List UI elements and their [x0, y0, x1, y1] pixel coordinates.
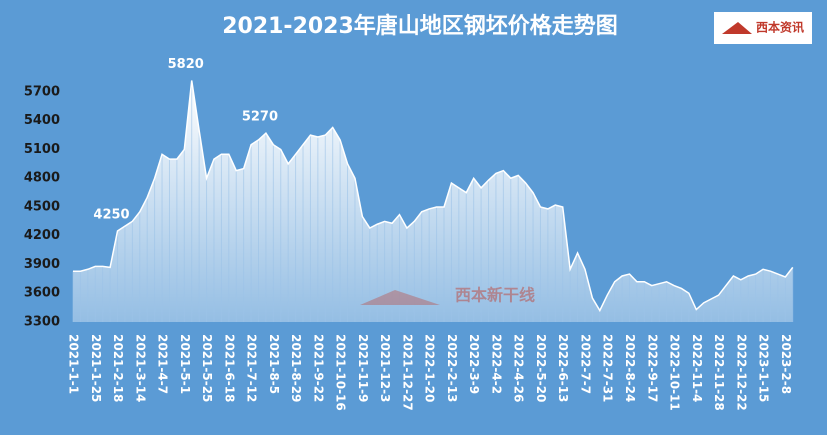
- x-tick-label: 2022-11-28: [712, 334, 726, 411]
- area: [73, 80, 793, 322]
- y-tick-label: 3900: [24, 257, 60, 272]
- chart-title: 2021-2023年唐山地区钢坯价格走势图: [222, 13, 618, 39]
- y-tick-label: 4200: [24, 228, 60, 243]
- x-tick-label: 2021-1-25: [89, 334, 103, 402]
- x-tick-label: 2022-11-4: [690, 334, 704, 402]
- x-tick-label: 2022-3-9: [467, 334, 481, 394]
- x-tick-label: 2023-1-15: [757, 334, 771, 402]
- annotation: 5820: [168, 57, 204, 72]
- annotation: 4250: [93, 207, 129, 222]
- x-tick-label: 2021-12-3: [378, 334, 392, 402]
- x-tick-label: 2021-11-9: [356, 334, 370, 402]
- x-tick-label: 2022-10-11: [668, 334, 682, 411]
- logo-icon: [722, 22, 752, 34]
- x-tick-label: 2022-4-26: [512, 334, 526, 402]
- line: [73, 80, 794, 313]
- x-tick-label: 2021-5-1: [178, 334, 192, 394]
- y-tick-label: 3300: [24, 315, 60, 330]
- x-tick-label: 2022-6-13: [556, 334, 570, 402]
- y-tick-label: 3600: [24, 286, 60, 301]
- x-tick-label: 2022-1-20: [423, 334, 437, 402]
- x-tick-label: 2021-9-22: [311, 334, 325, 402]
- plot: 3300 3600 3900 4200 4500 4800 5100 5400 5700 2021…: [24, 57, 794, 411]
- x-tick-label: 2022-2-13: [445, 334, 459, 402]
- x-tick-label: 2021-6-18: [222, 334, 236, 402]
- y-tick-label: 4800: [24, 171, 60, 186]
- y-tick-label: 5100: [24, 142, 60, 157]
- x-tick-label: 2022-7-7: [578, 334, 592, 394]
- x-tick-label: 2022-7-31: [601, 334, 615, 402]
- x-tick-label: 2021-4-7: [156, 334, 170, 394]
- x-tick-label: 2021-2-18: [111, 334, 125, 402]
- x-tick-label: 2021-8-29: [289, 334, 303, 402]
- x-tick-label: 2021-7-12: [245, 334, 259, 402]
- y-tick-label: 5700: [24, 84, 60, 99]
- watermark: 西本新干线: [455, 286, 535, 305]
- x-tick-label: 2022-8-24: [623, 334, 637, 402]
- x-tick-label: 2021-10-16: [334, 334, 348, 411]
- x-tick-label: 2021-8-5: [267, 334, 281, 394]
- x-tick-label: 2022-12-22: [734, 334, 748, 411]
- x-tick-label: 2021-12-27: [400, 334, 414, 411]
- x-tick-label: 2022-5-20: [534, 334, 548, 402]
- logo-text: 西本资讯: [756, 20, 804, 35]
- y-tick-label: 5400: [24, 113, 60, 128]
- x-tick-label: 2021-1-1: [67, 334, 81, 394]
- x-tick-label: 2022-4-2: [489, 334, 503, 394]
- y-tick-label: 4500: [24, 199, 60, 214]
- x-tick-label: 2021-5-25: [200, 334, 214, 402]
- x-tick-label: 2021-3-14: [133, 334, 147, 402]
- x-tick-label: 2023-2-8: [779, 334, 793, 394]
- x-tick-label: 2022-9-17: [645, 334, 659, 402]
- annotation: 5270: [242, 110, 278, 125]
- watermark-icon: [360, 290, 440, 305]
